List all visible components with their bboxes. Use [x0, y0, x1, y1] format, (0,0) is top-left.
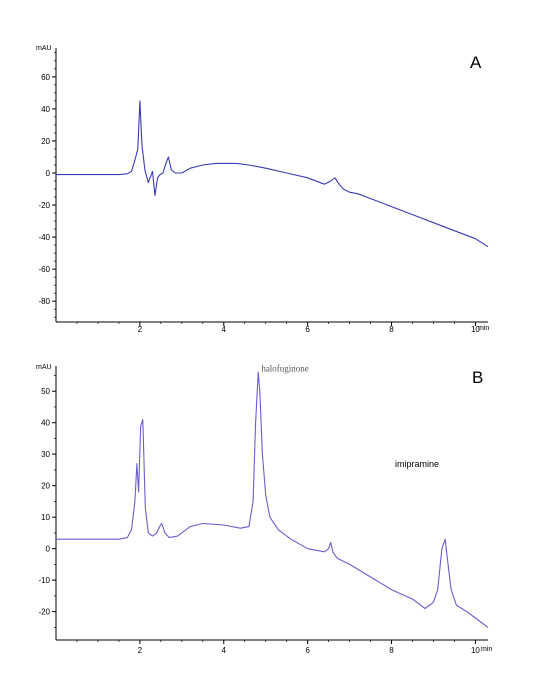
chromatogram-trace: [56, 371, 489, 628]
x-axis-unit: min: [478, 325, 489, 332]
y-tick-label: -80: [38, 297, 50, 306]
x-tick-label: 10: [471, 325, 480, 334]
x-tick-label: 4: [222, 646, 227, 655]
y-tick-label: -20: [38, 608, 50, 617]
chromatogram-trace: [56, 100, 489, 248]
y-tick-label: -40: [38, 233, 50, 242]
x-tick-label: 4: [222, 325, 227, 334]
y-axis-label: mAU: [36, 364, 52, 371]
y-tick-label: 0: [46, 169, 51, 178]
x-tick-label: 8: [389, 325, 394, 334]
panel-label: B: [472, 368, 483, 387]
y-tick-label: 20: [41, 137, 50, 146]
chromatogram-panel-b: mAU B min -20 -10 0 10 20 30 40 50 2 4 6 8 10 halofug…: [36, 364, 492, 655]
y-tick-label: 0: [46, 545, 51, 554]
y-tick-label: -10: [38, 576, 50, 585]
y-tick-label: -60: [38, 265, 50, 274]
panel-label: A: [470, 53, 482, 72]
y-tick-label: -20: [38, 201, 50, 210]
y-tick-label: 10: [41, 513, 50, 522]
x-tick-label: 10: [471, 646, 480, 655]
peak-annotation: halofuginone: [261, 364, 309, 374]
y-tick-label: 40: [41, 419, 50, 428]
x-axis-unit: min: [481, 646, 492, 653]
y-tick-label: 30: [41, 450, 50, 459]
y-tick-label: 40: [41, 105, 50, 114]
x-tick-label: 8: [389, 646, 394, 655]
peak-annotation: imipramine: [395, 459, 439, 469]
x-tick-label: 6: [305, 646, 310, 655]
x-tick-label: 2: [138, 325, 143, 334]
y-tick-label: 60: [41, 73, 50, 82]
chromatogram-panel-a: mAU A min -80 -60 -40 -20 0 20 40 60 2 4 6 8 10: [36, 45, 489, 334]
x-tick-label: 2: [138, 646, 143, 655]
y-tick-label: 20: [41, 482, 50, 491]
y-tick-label: 50: [41, 387, 50, 396]
y-axis-label: mAU: [36, 45, 52, 52]
x-tick-label: 6: [305, 325, 310, 334]
